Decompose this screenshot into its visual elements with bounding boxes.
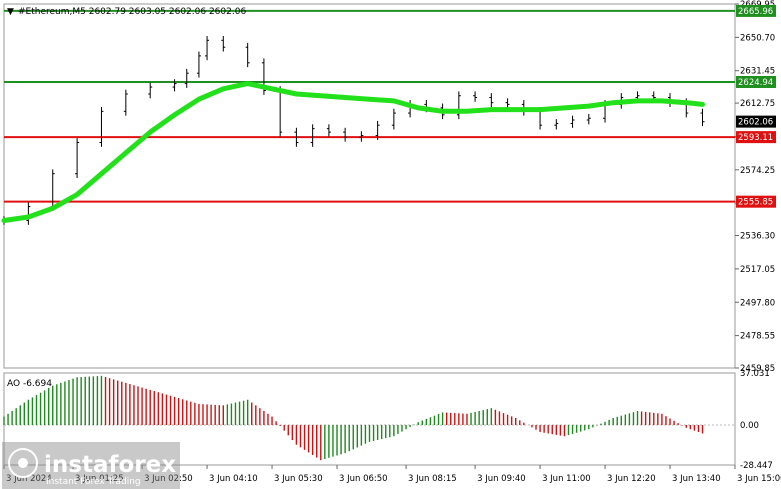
price-tick-label: 2612.75 [740,99,775,109]
time-tick-label: 3 Jun 04:10 [209,474,258,484]
level-label: 2624.94 [738,78,773,88]
ao-label: AO -6.694 [7,379,52,389]
time-tick-label: 3 Jun 15:00 [737,474,781,484]
time-tick-label: 3 Jun 01:25 [75,474,124,484]
ao-axis: 37.031 0.00 -28.447 [740,369,773,471]
brand-logo-icon [8,448,38,478]
level-label: 2555.85 [738,198,773,208]
level-label-box [736,115,776,128]
instaforex-watermark: instaforex Instant Forex Trading [2,442,180,489]
time-tick-label: 3 Jun 2024 [6,474,52,484]
price-axis: 2669.952650.702631.452612.752593.502574.… [735,0,775,374]
level-label: 2593.11 [738,133,773,143]
time-tick-label: 3 Jun 08:15 [408,474,457,484]
brand-name: instaforex [44,452,176,478]
price-panel-frame [3,3,736,369]
time-tick-label: 3 Jun 09:40 [477,474,526,484]
price-tick-label: 2631.45 [740,67,775,77]
time-tick-label: 3 Jun 05:30 [274,474,323,484]
price-tick-label: 2650.70 [740,33,775,43]
level-label-box [736,131,776,144]
ao-tick-label: 37.031 [740,369,770,379]
level-label: 2602.06 [738,118,773,128]
price-tick-label: 2497.80 [740,298,775,308]
level-label-box [736,75,776,88]
chart-header-arrow[interactable]: ▼ [7,7,14,17]
price-tick-label: 2574.25 [740,166,775,176]
ao-tick-label: 0.00 [740,421,759,431]
price-tick-label: 2478.55 [740,332,775,342]
level-label: 2665.96 [738,7,773,17]
time-tick-label: 3 Jun 12:20 [607,474,656,484]
time-tick-label: 3 Jun 13:40 [672,474,721,484]
ao-histogram [3,375,735,461]
time-tick-label: 3 Jun 06:50 [339,474,388,484]
time-tick-label: 3 Jun 11:00 [542,474,591,484]
time-axis: 3 Jun 2024 3 Jun 01:25 3 Jun 02:50 3 Jun 04… [3,465,781,484]
price-tick-label: 2517.05 [740,265,775,275]
level-label-box [736,4,776,17]
ao-tick-label: -28.447 [740,461,773,471]
horizontal-levels[interactable]: 2665.96 2624.94 2602.06 2593.11 2555.85 [4,4,776,208]
chart-header-symbol: #Ethereum,M5 2602.79 2603.05 2602.06 260… [18,7,246,17]
level-label-box [736,195,776,208]
price-bars [2,35,705,225]
moving-average-line [1,81,705,223]
time-tick-label: 3 Jun 02:50 [144,474,193,484]
price-tick-label: 2459.85 [740,364,775,374]
price-tick-label: 2536.30 [740,232,775,242]
brand-tagline: Instant Forex Trading [46,477,141,487]
